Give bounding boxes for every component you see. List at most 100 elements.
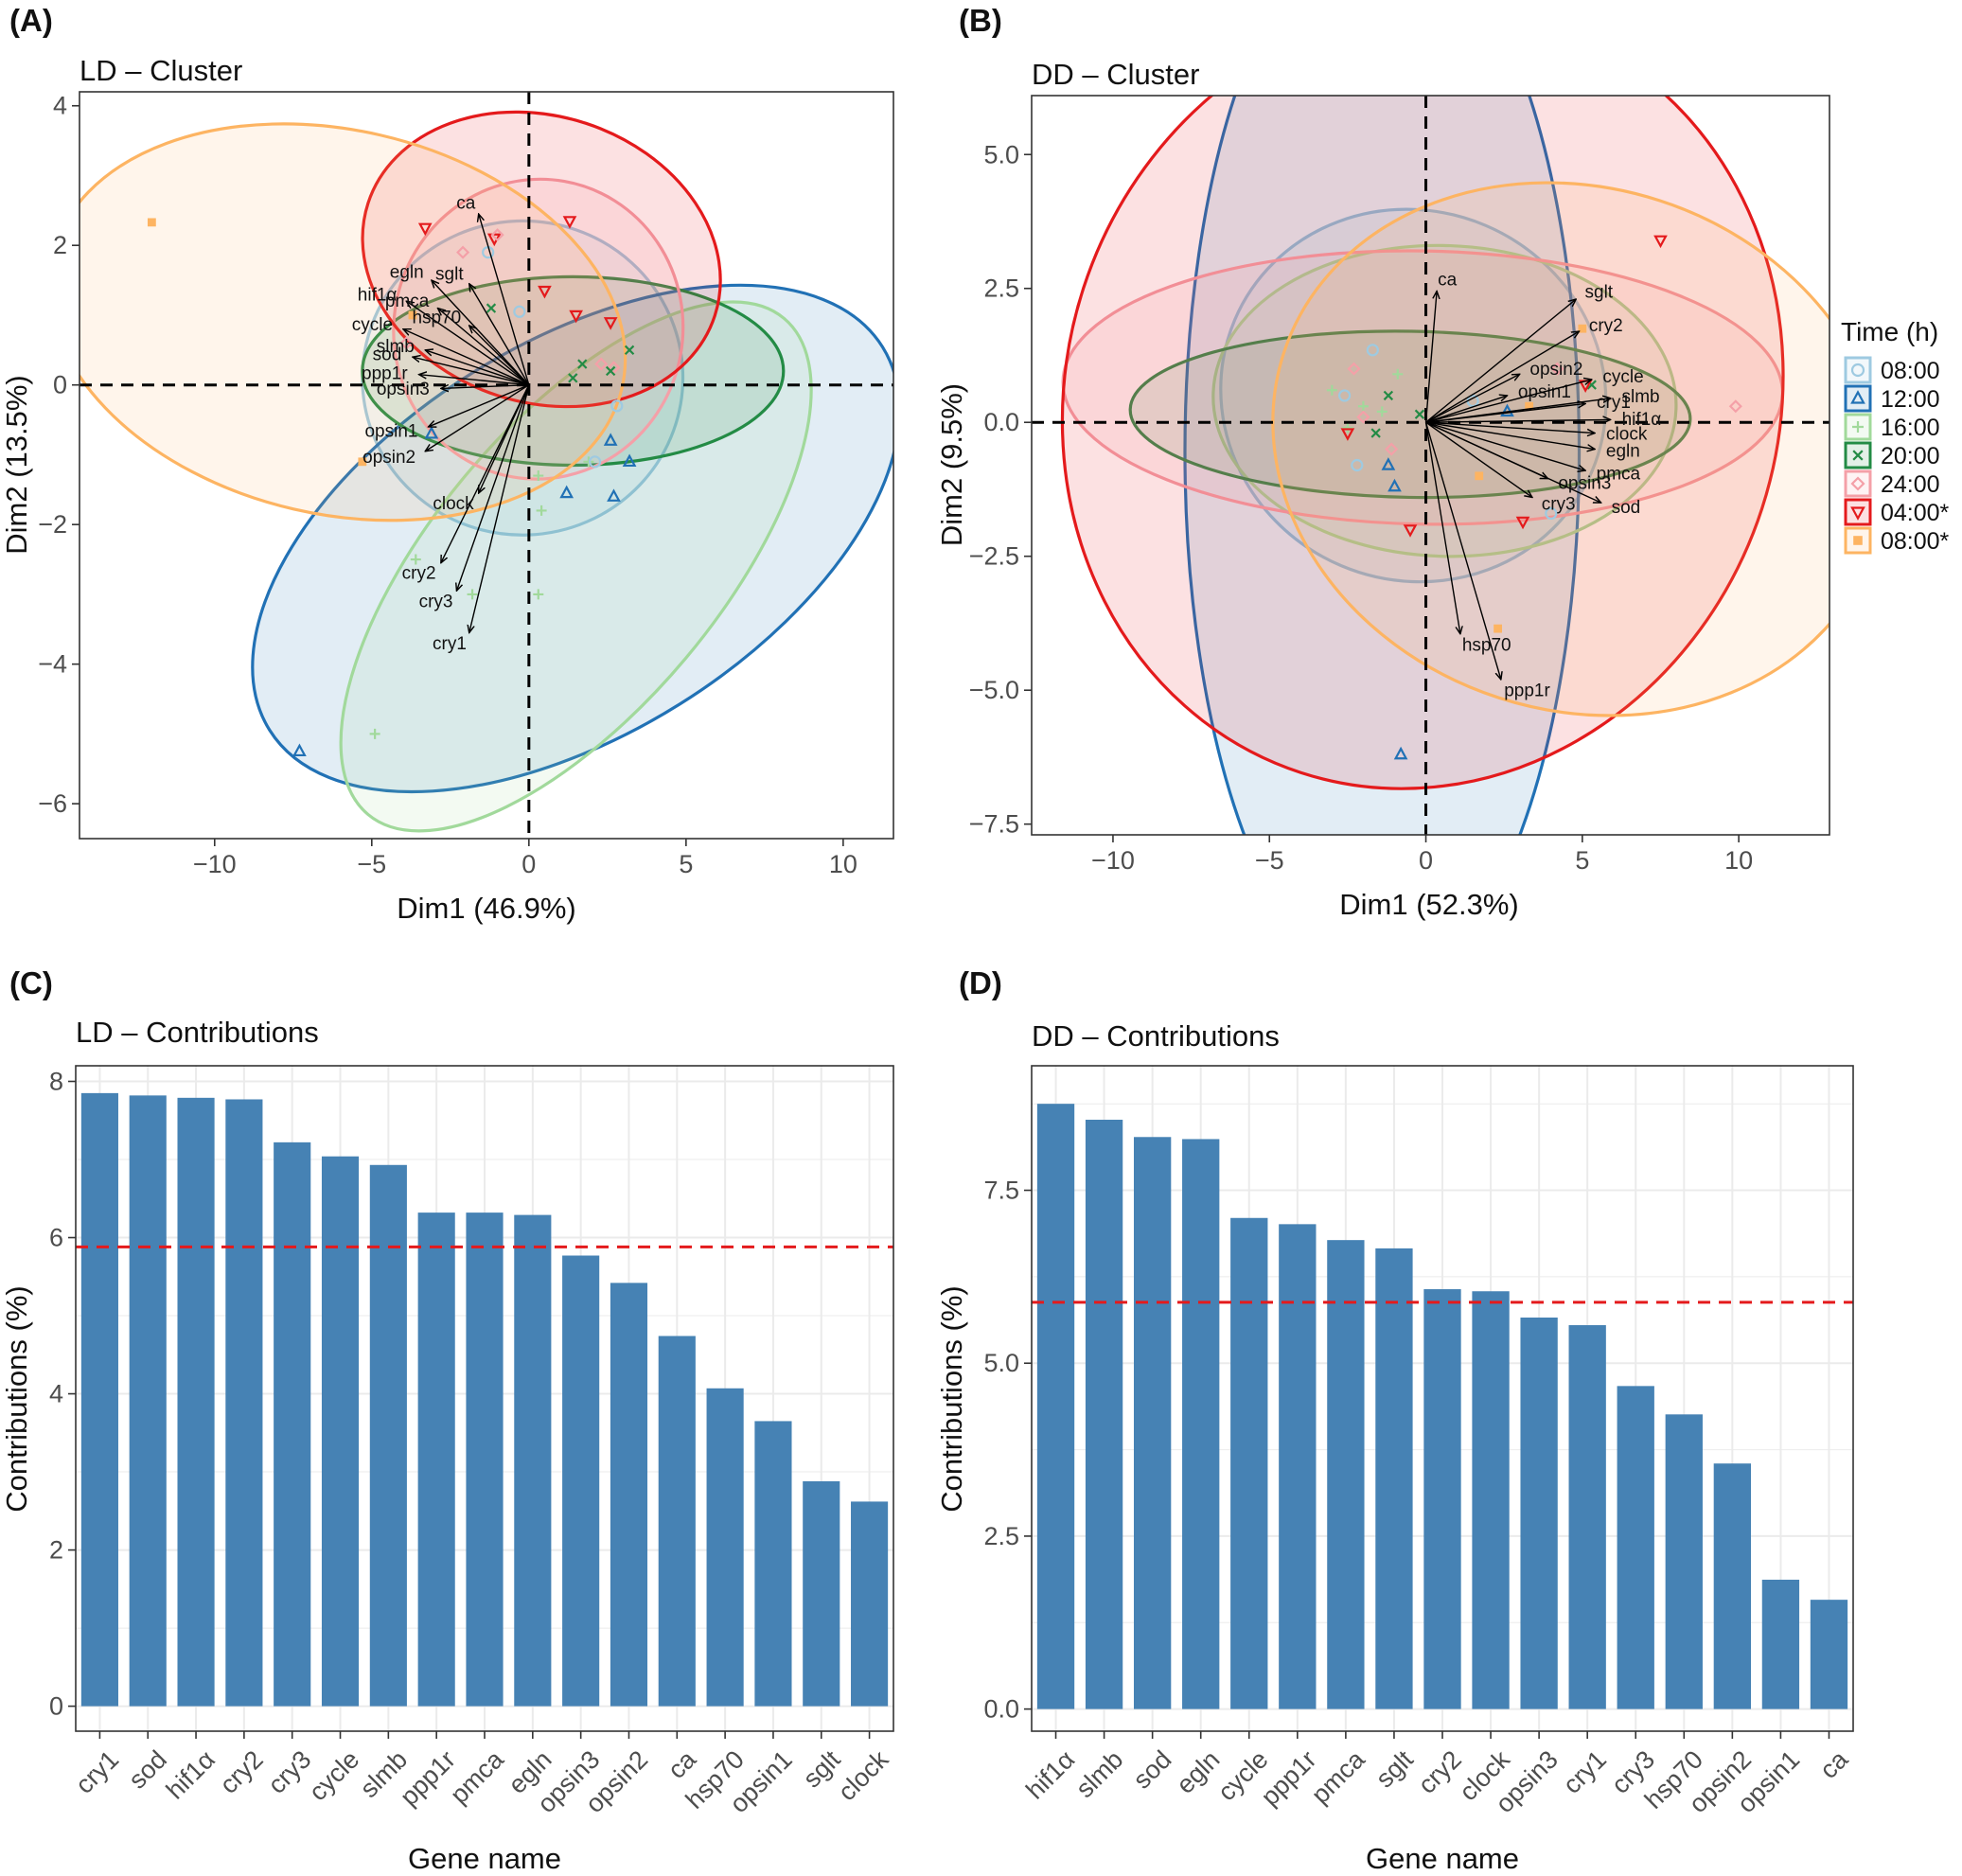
ld-contrib-ylabel: Contributions (%) bbox=[0, 1285, 33, 1512]
data-point-1200 bbox=[1388, 478, 1402, 492]
data-point-0400s bbox=[538, 285, 552, 299]
dd-cluster-plot: casgltcry2opsin2opsin1cyclecry1slmbhif1α… bbox=[935, 95, 1830, 921]
variable-label: sod bbox=[1612, 498, 1641, 518]
data-point-0800 bbox=[588, 455, 602, 469]
loading-arrow-pmca bbox=[1425, 421, 1586, 470]
variable-label: egln bbox=[1606, 441, 1640, 461]
data-point-0400s bbox=[417, 222, 433, 237]
x-tick-label: slmb bbox=[1070, 1745, 1129, 1804]
y-tick-label: −6 bbox=[38, 789, 67, 818]
y-tick-label: 6 bbox=[49, 1224, 63, 1252]
data-point-2000 bbox=[1383, 390, 1394, 401]
x-tick-label: ppp1r bbox=[1256, 1745, 1322, 1812]
legend-label: 12:00 bbox=[1881, 386, 1940, 413]
data-point-0400s bbox=[1340, 428, 1355, 441]
loading-arrow-egln bbox=[1425, 421, 1596, 449]
loading-arrow-opsin1 bbox=[1425, 396, 1508, 423]
bar-cry3 bbox=[274, 1142, 311, 1707]
bar-pmca bbox=[466, 1212, 504, 1707]
panel-label-b: (B) bbox=[959, 3, 1002, 38]
variable-label: cry2 bbox=[1589, 316, 1623, 336]
confidence-ellipse-1600 bbox=[1211, 243, 1678, 558]
confidence-ellipse-1200 bbox=[1183, 96, 1582, 835]
legend-symbol-0800 bbox=[1850, 363, 1865, 378]
variable-label: hsp70 bbox=[412, 309, 461, 328]
data-point-0400s bbox=[569, 310, 583, 324]
data-point-1600 bbox=[536, 504, 547, 516]
variable-label: ca bbox=[456, 194, 476, 214]
panel-label-c: (C) bbox=[9, 965, 53, 1000]
x-tick-label: sod bbox=[1127, 1745, 1176, 1795]
y-tick-label: −2 bbox=[38, 510, 67, 539]
variable-label: clock bbox=[1606, 424, 1648, 444]
loading-arrow-hsp70 bbox=[1424, 422, 1460, 634]
data-point-0800 bbox=[610, 399, 624, 413]
variable-label: pmca bbox=[1597, 465, 1641, 485]
x-tick-label: cycle bbox=[304, 1745, 365, 1807]
x-tick-label: hif1α bbox=[161, 1745, 221, 1805]
confidence-ellipse-0800 bbox=[1219, 207, 1608, 584]
loading-arrow-clock bbox=[1425, 421, 1596, 433]
data-point-1600 bbox=[369, 728, 380, 739]
y-tick-label: 0 bbox=[49, 1692, 63, 1721]
data-point-0800s bbox=[1525, 401, 1534, 411]
y-tick-label: 5.0 bbox=[983, 1349, 1019, 1377]
data-point-1200 bbox=[622, 453, 637, 468]
legend-label: 16:00 bbox=[1881, 415, 1940, 441]
loading-arrow-cry3 bbox=[456, 384, 530, 592]
bar-opsin2 bbox=[610, 1283, 648, 1707]
data-point-1200 bbox=[1381, 457, 1396, 470]
bar-opsin1 bbox=[1761, 1579, 1800, 1709]
data-point-2400 bbox=[1356, 410, 1370, 424]
data-point-2000 bbox=[1414, 409, 1425, 419]
legend-title: Time (h) bbox=[1841, 317, 1938, 346]
y-tick-label: −5.0 bbox=[969, 676, 1019, 704]
x-tick-label: pmca bbox=[445, 1744, 510, 1810]
loading-arrow-pmca bbox=[438, 309, 530, 386]
data-point-2400 bbox=[399, 336, 414, 350]
variable-label: hif1α bbox=[1622, 410, 1662, 430]
variable-label: opsin2 bbox=[362, 448, 415, 468]
data-point-1600 bbox=[533, 589, 544, 600]
bar-pmca bbox=[1327, 1240, 1365, 1709]
loading-arrow-sod bbox=[1425, 421, 1601, 503]
data-point-0800s bbox=[1494, 624, 1502, 633]
legend-label: 08:00* bbox=[1881, 528, 1950, 555]
loading-arrow-slmb bbox=[425, 350, 530, 386]
panel-label-d: (D) bbox=[959, 965, 1002, 1000]
data-point-2000 bbox=[624, 345, 635, 356]
y-tick-label: 7.5 bbox=[983, 1177, 1019, 1205]
data-point-0800 bbox=[1337, 389, 1352, 402]
x-tick-label: 0 bbox=[521, 850, 536, 878]
variable-label: opsin2 bbox=[1529, 360, 1582, 380]
ld-contrib-xlabel: Gene name bbox=[408, 1842, 561, 1875]
data-point-0800s bbox=[1475, 471, 1484, 481]
data-point-1600 bbox=[1357, 400, 1369, 412]
loading-arrow-hif1α bbox=[406, 301, 530, 386]
data-point-1200 bbox=[292, 743, 307, 757]
data-point-1600 bbox=[1376, 406, 1388, 417]
data-point-1200 bbox=[424, 425, 439, 439]
ld-contributions-chart: 02468cry1sodhif1αcry2cry3cycleslmbppp1rp… bbox=[0, 1065, 894, 1875]
bar-hif1α bbox=[177, 1097, 215, 1707]
data-point-1200 bbox=[607, 488, 621, 502]
loading-arrow-cry1 bbox=[469, 384, 530, 633]
y-tick-label: 2 bbox=[53, 231, 67, 259]
bar-sod bbox=[1133, 1137, 1172, 1709]
bar-hsp70 bbox=[1665, 1414, 1703, 1709]
x-tick-label: −5 bbox=[1255, 846, 1284, 875]
loading-arrow-opsin2 bbox=[425, 384, 530, 451]
data-point-0800 bbox=[1366, 344, 1379, 357]
data-point-2400 bbox=[1385, 442, 1399, 456]
y-tick-label: −7.5 bbox=[969, 810, 1019, 839]
bar-slmb bbox=[369, 1164, 407, 1707]
loading-arrow-ppp1r bbox=[419, 375, 529, 386]
variable-label: cycle bbox=[352, 315, 393, 335]
loading-arrow-hsp70 bbox=[469, 326, 530, 386]
data-point-1600 bbox=[533, 470, 544, 482]
y-tick-label: 5.0 bbox=[983, 140, 1019, 168]
loading-arrow-egln bbox=[432, 280, 530, 386]
variable-label: sglt bbox=[435, 264, 464, 284]
x-tick-label: cry2 bbox=[214, 1745, 268, 1799]
